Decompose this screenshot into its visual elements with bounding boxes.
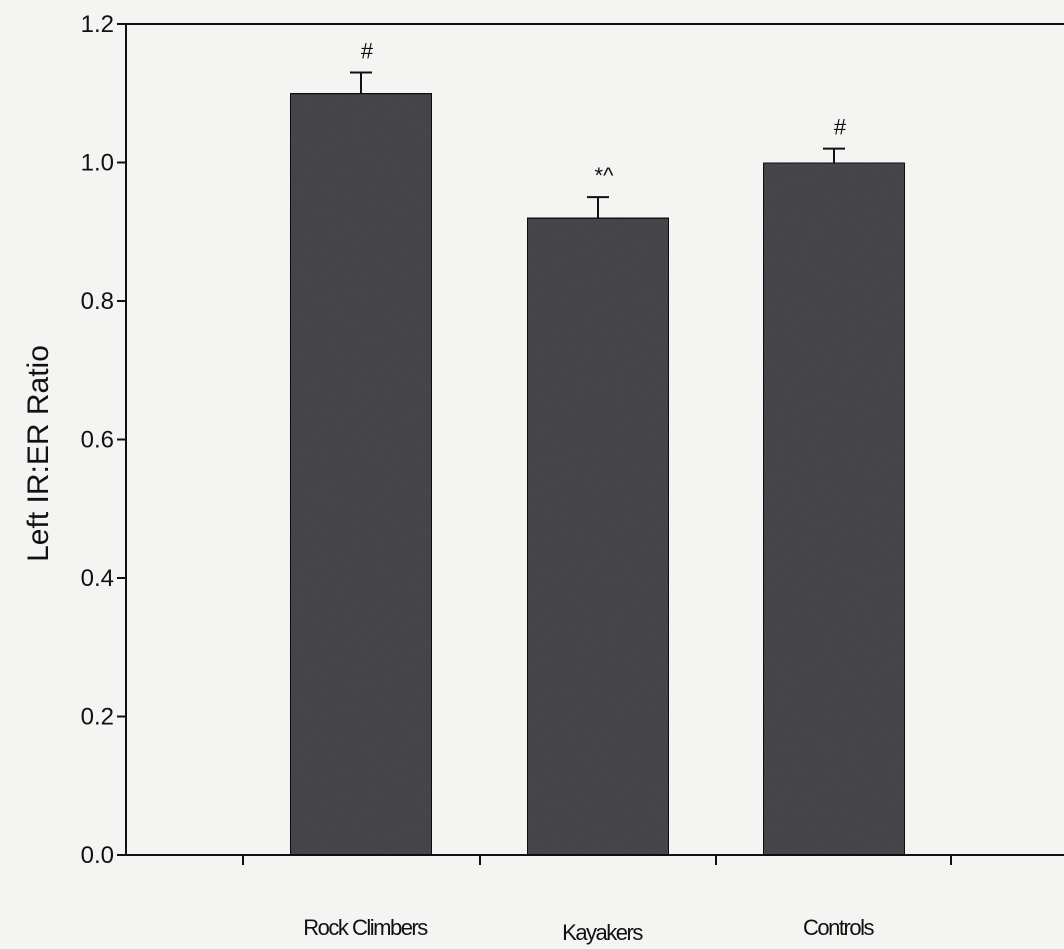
x-category-label: Rock Climbers [303,915,428,940]
y-tick-label: 1.2 [81,11,114,38]
y-tick-label: 0.0 [81,842,114,869]
y-tick-label: 0.6 [81,427,114,454]
y-tick-label: 1.0 [81,150,114,177]
axes [117,23,1064,865]
bar [762,161,906,856]
bar [289,92,433,856]
y-tick-label: 0.8 [81,288,114,315]
y-tick-label: 0.2 [81,704,114,731]
x-category-label: Kayakers [562,920,643,945]
bar [526,216,670,856]
significance-label: *^ [595,163,615,188]
y-axis-title: Left IR:ER Ratio [22,345,55,562]
y-tick-label: 0.4 [81,565,114,592]
bars [289,71,906,856]
significance-label: # [361,38,374,63]
significance-label: # [834,115,847,140]
labels: 0.0 0.2 0.4 0.6 0.8 1.0 1.2 Left IR:ER Ratio # Ro… [22,11,876,945]
x-category-label: Controls [803,915,874,940]
